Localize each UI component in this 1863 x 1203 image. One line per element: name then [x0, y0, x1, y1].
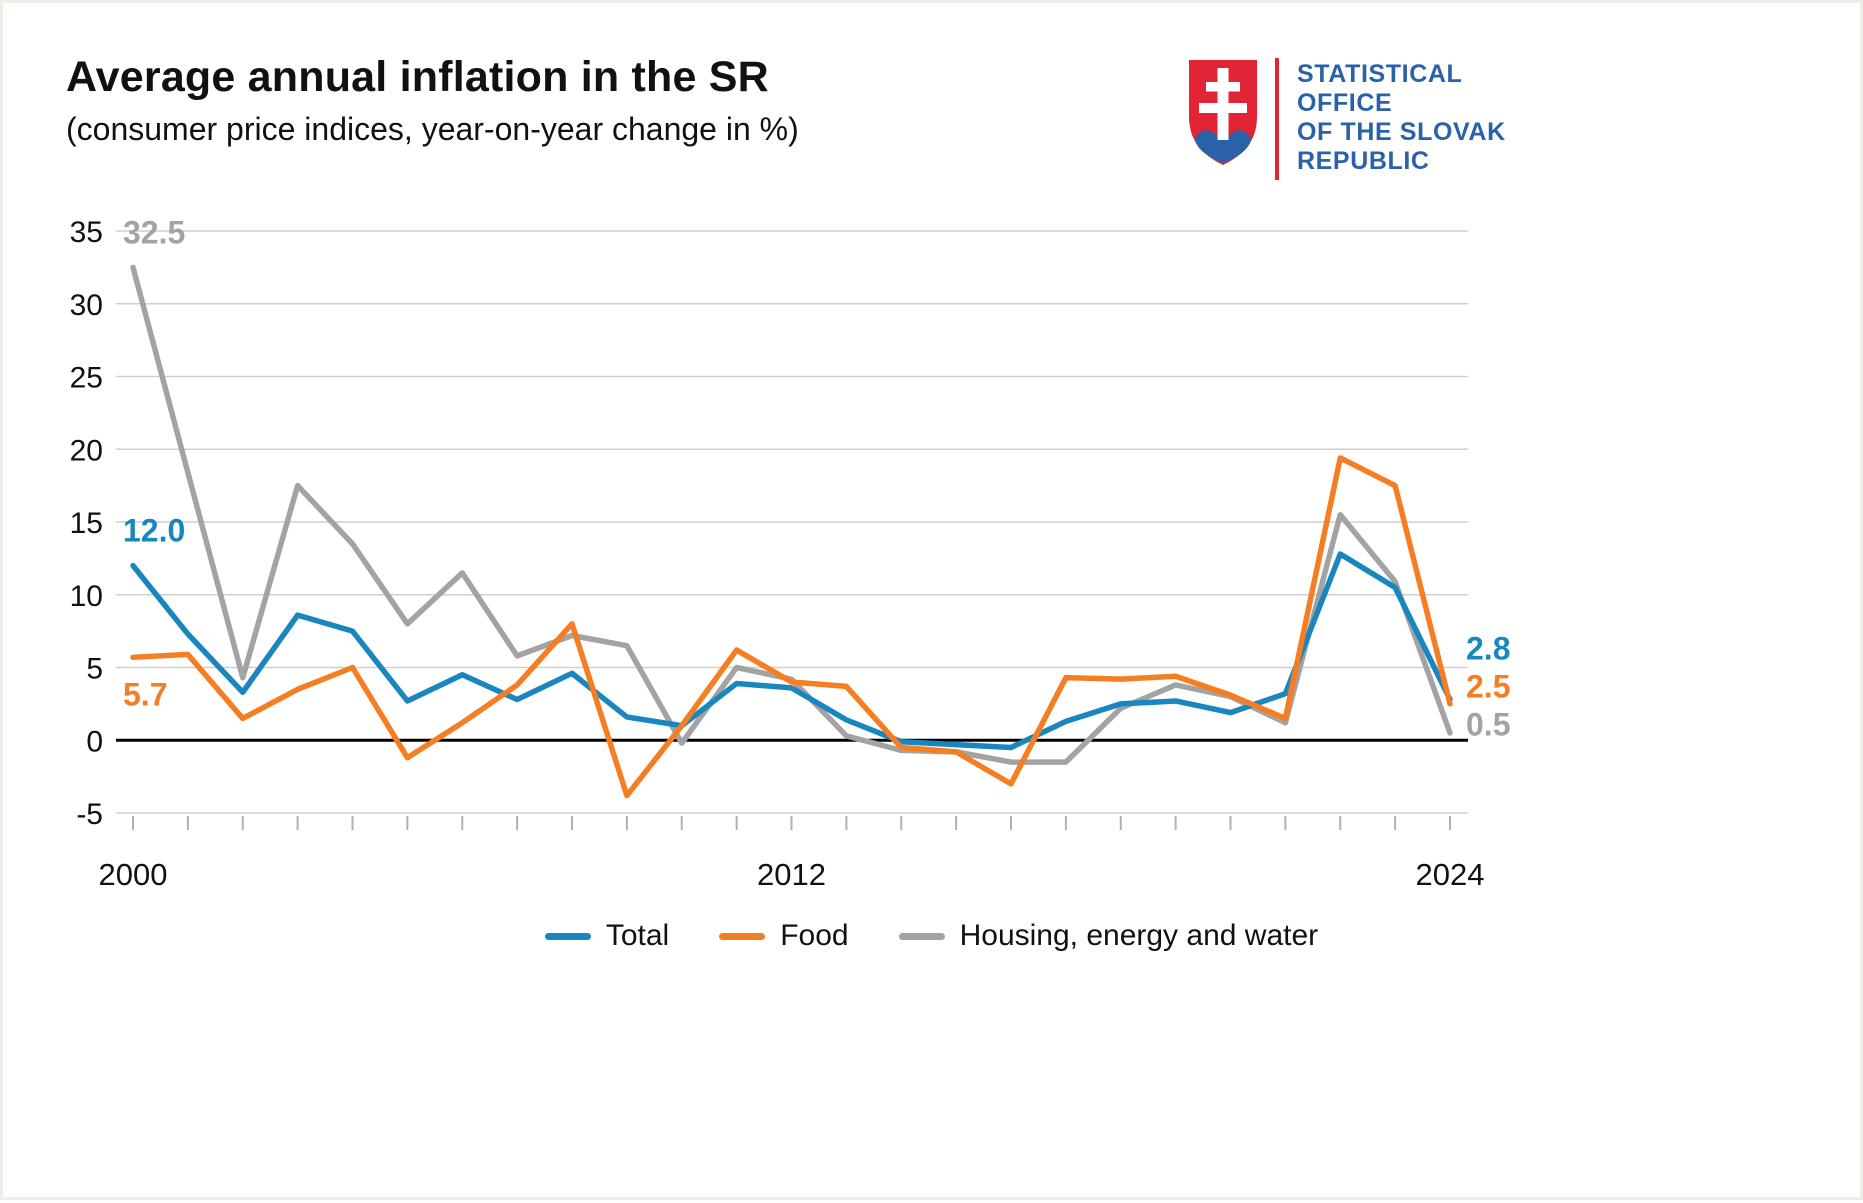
page-subtitle: (consumer price indices, year-on-year ch…	[66, 111, 799, 147]
double-cross-shape	[1199, 68, 1247, 140]
y-axis-tick-label: 5	[86, 653, 103, 686]
y-axis-tick-label: 10	[70, 580, 103, 613]
chart-line-total	[130, 551, 1453, 751]
legend-label-total: Total	[605, 919, 670, 952]
logo-text-line: STATISTICAL	[1297, 60, 1463, 88]
data-label-end: 2.8	[1466, 631, 1510, 667]
y-axis-tick-label: 35	[70, 216, 103, 249]
x-axis-year-label: 2000	[99, 857, 168, 892]
legend-label-housing: Housing, energy and water	[959, 919, 1319, 952]
legend-swatch-total	[544, 932, 591, 940]
legend-item-housing: Housing, energy and water	[898, 919, 1319, 953]
legend-swatch-housing	[898, 932, 945, 940]
data-label-start: 32.5	[123, 214, 185, 250]
page-title: Average annual inflation in the SR	[66, 53, 769, 101]
data-label-start: 12.0	[123, 513, 185, 549]
logo-text-line: OFFICE	[1297, 89, 1393, 117]
logo-divider	[1275, 58, 1279, 180]
slovak-coat-of-arms-icon	[1189, 60, 1257, 165]
legend-swatch-food	[719, 932, 766, 940]
legend-label-food: Food	[780, 919, 849, 952]
y-axis-tick-label: 20	[70, 434, 103, 467]
logo-text-line: OF THE SLOVAK	[1297, 118, 1506, 146]
chart-line-housing-energy-and-water	[130, 264, 1453, 765]
y-axis-tick-label: 30	[70, 289, 103, 322]
logo-text: STATISTICAL OFFICE OF THE SLOVAK REPUBLI…	[1297, 60, 1506, 176]
data-label-end: 2.5	[1466, 669, 1510, 705]
y-axis-tick-label: -5	[76, 798, 103, 831]
legend-item-food: Food	[719, 919, 849, 953]
three-hills-shape	[1195, 130, 1251, 163]
data-label-start: 5.7	[123, 676, 167, 712]
y-axis-tick-label: 25	[70, 362, 103, 395]
logo-text-line: REPUBLIC	[1297, 147, 1430, 175]
inflation-line-chart: -5 0 5 10 15 20 25 30 35 2000 2012 2024 32.5 12.0 5.7 2…	[70, 214, 1511, 892]
legend-item-total: Total	[544, 919, 670, 953]
data-label-end: 0.5	[1466, 707, 1510, 743]
chart-line-food	[130, 455, 1453, 799]
x-axis-year-label: 2024	[1416, 857, 1485, 892]
statistical-office-logo: STATISTICAL OFFICE OF THE SLOVAK REPUBLI…	[1187, 58, 1506, 180]
chart-legend: Total Food Housing, energy and water	[3, 919, 1860, 953]
y-axis-tick-label: 0	[86, 725, 103, 758]
y-axis-tick-label: 15	[70, 507, 103, 540]
x-axis-year-label: 2012	[757, 857, 826, 892]
